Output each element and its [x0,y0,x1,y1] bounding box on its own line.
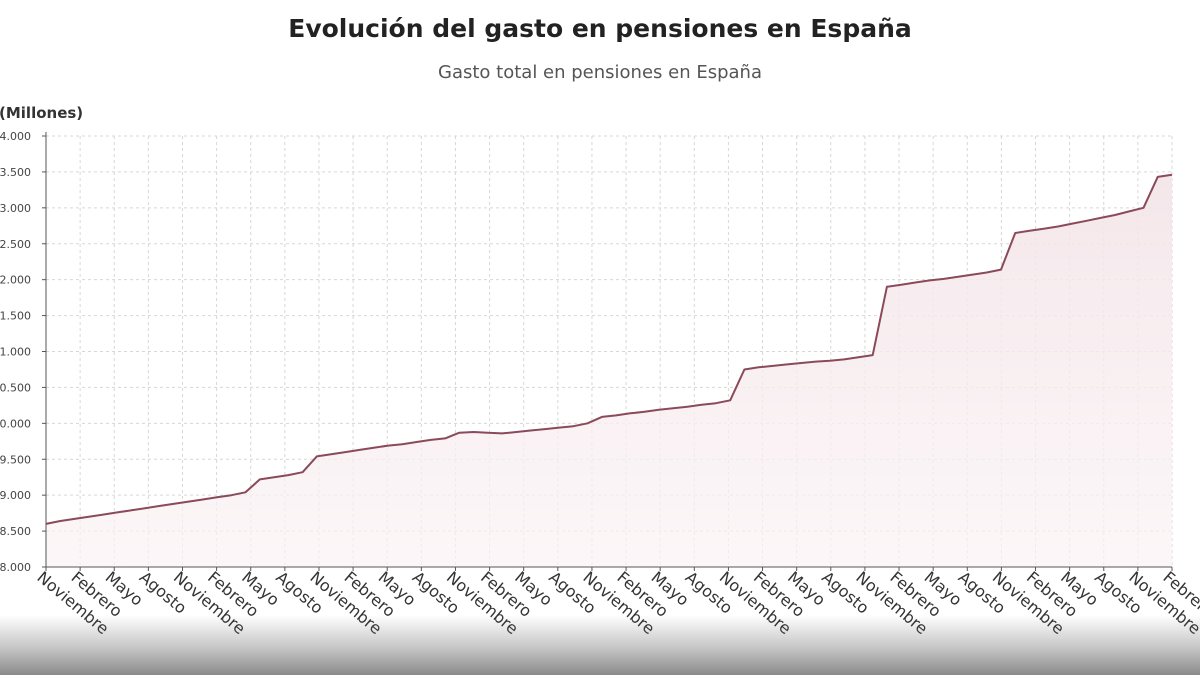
area-layer [45,173,1173,568]
chart-subtitle: Gasto total en pensiones en España [438,62,762,83]
y-tick-label: 9.000 [0,489,31,502]
chart-title: Evolución del gasto en pensiones en Espa… [288,14,912,43]
x-tick-labels: NoviembreFebreroMayoAgostoNoviembreFebre… [33,567,1200,638]
y-tick-label: 11.500 [0,310,31,323]
y-axis-label: (Millones) [0,104,84,122]
y-tick-label: 11.000 [0,346,31,359]
y-tick-label: 8.000 [0,561,31,574]
y-tick-label: 12.500 [0,238,31,251]
y-tick-label: 9.500 [0,453,31,466]
y-tick-label: 12.000 [0,274,31,287]
y-tick-label: 14.000 [0,130,31,143]
y-tick-label: 10.500 [0,381,31,394]
y-tick-label: 13.500 [0,166,31,179]
y-tick-label: 10.000 [0,417,31,430]
series-area [46,174,1172,568]
y-tick-label: 8.500 [0,525,31,538]
y-tick-labels: 8.000 8.500 9.000 9.500 10.000 10.500 11.000 11… [0,130,46,574]
axes [45,132,1172,568]
y-tick-label: 13.000 [0,202,31,215]
series-line [45,173,1173,525]
